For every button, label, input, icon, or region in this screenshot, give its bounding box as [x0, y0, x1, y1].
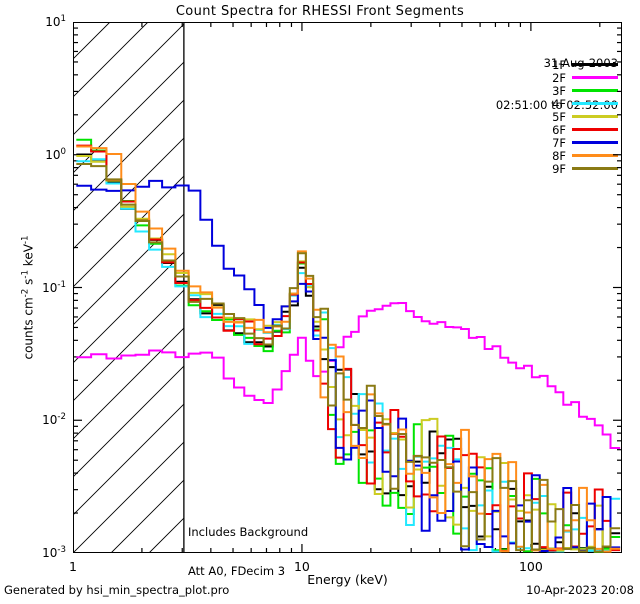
legend-color-swatch — [572, 128, 618, 131]
y-tick-label: 10-2 — [8, 412, 66, 427]
legend-label: 1F — [552, 57, 566, 72]
legend-item-9f: 9F — [552, 161, 618, 176]
page-title: Count Spectra for RHESSI Front Segments — [175, 4, 465, 19]
x-tick-label: 100 — [518, 559, 543, 574]
y-tick-mantissa: 10 — [42, 546, 58, 560]
spectrum-line-1f — [76, 153, 621, 552]
legend-item-6f: 6F — [552, 122, 618, 137]
y-tick-mantissa: 10 — [45, 147, 61, 162]
note-line-2: Att A0, FDecim 3 — [188, 564, 286, 578]
x-tick-label: 10 — [293, 559, 310, 574]
legend-item-1f: 1F — [552, 57, 618, 72]
note-line-1: Includes Background — [188, 525, 309, 539]
hatched-excluded-band — [73, 22, 184, 553]
legend-label: 4F — [552, 96, 566, 111]
plot-note: Includes Background Att A0, FDecim 3 — [188, 500, 308, 604]
legend-color-swatch — [572, 154, 618, 157]
footer-timestamp: 10-Apr-2023 20:08 — [526, 583, 634, 597]
legend-color-swatch — [572, 167, 618, 170]
legend-label: 6F — [552, 122, 566, 137]
y-tick-label: 101 — [8, 14, 66, 29]
legend-item-7f: 7F — [552, 135, 618, 150]
legend-label: 3F — [552, 83, 566, 98]
legend-color-swatch — [572, 63, 618, 66]
y-tick-mantissa: 10 — [42, 413, 58, 428]
legend-color-swatch — [572, 102, 618, 105]
legend-item-8f: 8F — [552, 148, 618, 163]
y-tick-label: 100 — [8, 147, 66, 162]
legend: 1F 2F 3F 4F 5F 6F 7F 8F 9F — [552, 57, 618, 176]
spectrum-line-7f — [76, 179, 621, 552]
y-tick-exponent: -2 — [57, 412, 66, 423]
y-tick-exponent: -1 — [57, 279, 66, 290]
spectrum-line-8f — [76, 145, 621, 553]
legend-color-swatch — [572, 89, 618, 92]
y-tick-mantissa: 10 — [45, 15, 61, 29]
legend-label: 2F — [552, 70, 566, 85]
y-tick-label: 10-1 — [8, 280, 66, 295]
footer-generated-by: Generated by hsi_min_spectra_plot.pro — [4, 583, 230, 597]
legend-label: 9F — [552, 161, 566, 176]
legend-item-3f: 3F — [552, 83, 618, 98]
x-axis-label: Energy (keV) — [307, 572, 388, 587]
x-tick-label: 1 — [69, 559, 77, 574]
spectra-canvas — [73, 22, 622, 553]
legend-color-swatch — [572, 141, 618, 144]
spectrum-line-2f — [76, 302, 621, 449]
legend-item-4f: 4F — [552, 96, 618, 111]
legend-label: 7F — [552, 135, 566, 150]
y-tick-mantissa: 10 — [42, 280, 58, 295]
y-axis-label: counts cm-2 s-1 keV-1 — [20, 235, 36, 360]
legend-item-5f: 5F — [552, 109, 618, 124]
y-tick-exponent: 0 — [60, 146, 67, 157]
legend-color-swatch — [572, 76, 618, 79]
legend-label: 8F — [552, 148, 566, 163]
y-tick-label: 10-3 — [8, 545, 66, 560]
observation-datetime: 31-Aug-2003 02:51:00 to 02:52:00 — [496, 28, 618, 140]
observation-time-range: 02:51:00 to 02:52:00 — [495, 98, 618, 112]
spectrum-line-6f — [76, 144, 621, 552]
y-tick-exponent: -3 — [57, 545, 66, 555]
spectrum-line-9f — [76, 163, 621, 553]
legend-color-swatch — [572, 115, 618, 118]
y-tick-exponent: 1 — [60, 14, 67, 24]
legend-item-2f: 2F — [552, 70, 618, 85]
legend-label: 5F — [552, 109, 566, 124]
spectrum-line-4f — [76, 158, 621, 553]
